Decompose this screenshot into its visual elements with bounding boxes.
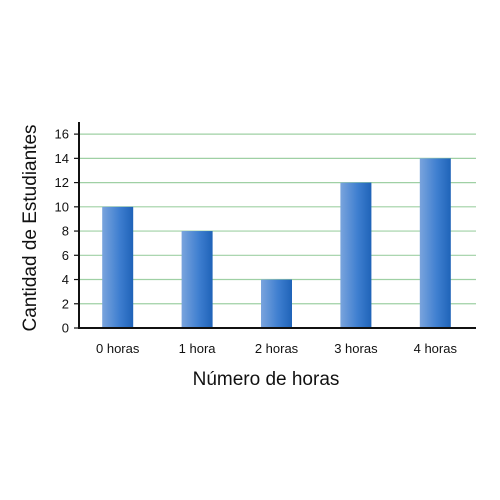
y-tick-label-10: 10 xyxy=(55,199,69,214)
y-tick-label-4: 4 xyxy=(62,272,69,287)
y-tick-label-14: 14 xyxy=(55,151,69,166)
bar-0-horas xyxy=(102,206,134,328)
axes xyxy=(78,122,476,329)
y-tick-label-6: 6 xyxy=(62,248,69,263)
y-tick-label-12: 12 xyxy=(55,175,69,190)
bar-3-horas xyxy=(340,182,372,328)
x-axis-title: Número de horas xyxy=(193,369,340,390)
bar-1-hora xyxy=(181,231,213,328)
y-tick-labels: 0 2 4 6 8 10 12 14 16 xyxy=(55,127,69,336)
bars xyxy=(102,158,451,328)
y-axis-title: Cantidad de Estudiantes xyxy=(20,124,41,331)
bar-2-horas xyxy=(261,279,292,328)
y-tick-label-0: 0 xyxy=(62,321,69,336)
gridlines xyxy=(74,133,476,329)
x-tick-label-4-horas: 4 horas xyxy=(414,341,458,356)
y-tick-label-16: 16 xyxy=(55,127,69,142)
x-tick-label-2-horas: 2 horas xyxy=(255,341,299,356)
bar-4-horas xyxy=(419,158,451,328)
y-tick-label-2: 2 xyxy=(62,296,69,311)
x-tick-label-3-horas: 3 horas xyxy=(334,341,378,356)
x-tick-label-0-horas: 0 horas xyxy=(96,341,140,356)
x-tick-label-1-hora: 1 hora xyxy=(179,341,217,356)
y-tick-label-8: 8 xyxy=(62,224,69,239)
x-tick-labels: 0 horas 1 hora 2 horas 3 horas 4 horas xyxy=(96,341,457,356)
